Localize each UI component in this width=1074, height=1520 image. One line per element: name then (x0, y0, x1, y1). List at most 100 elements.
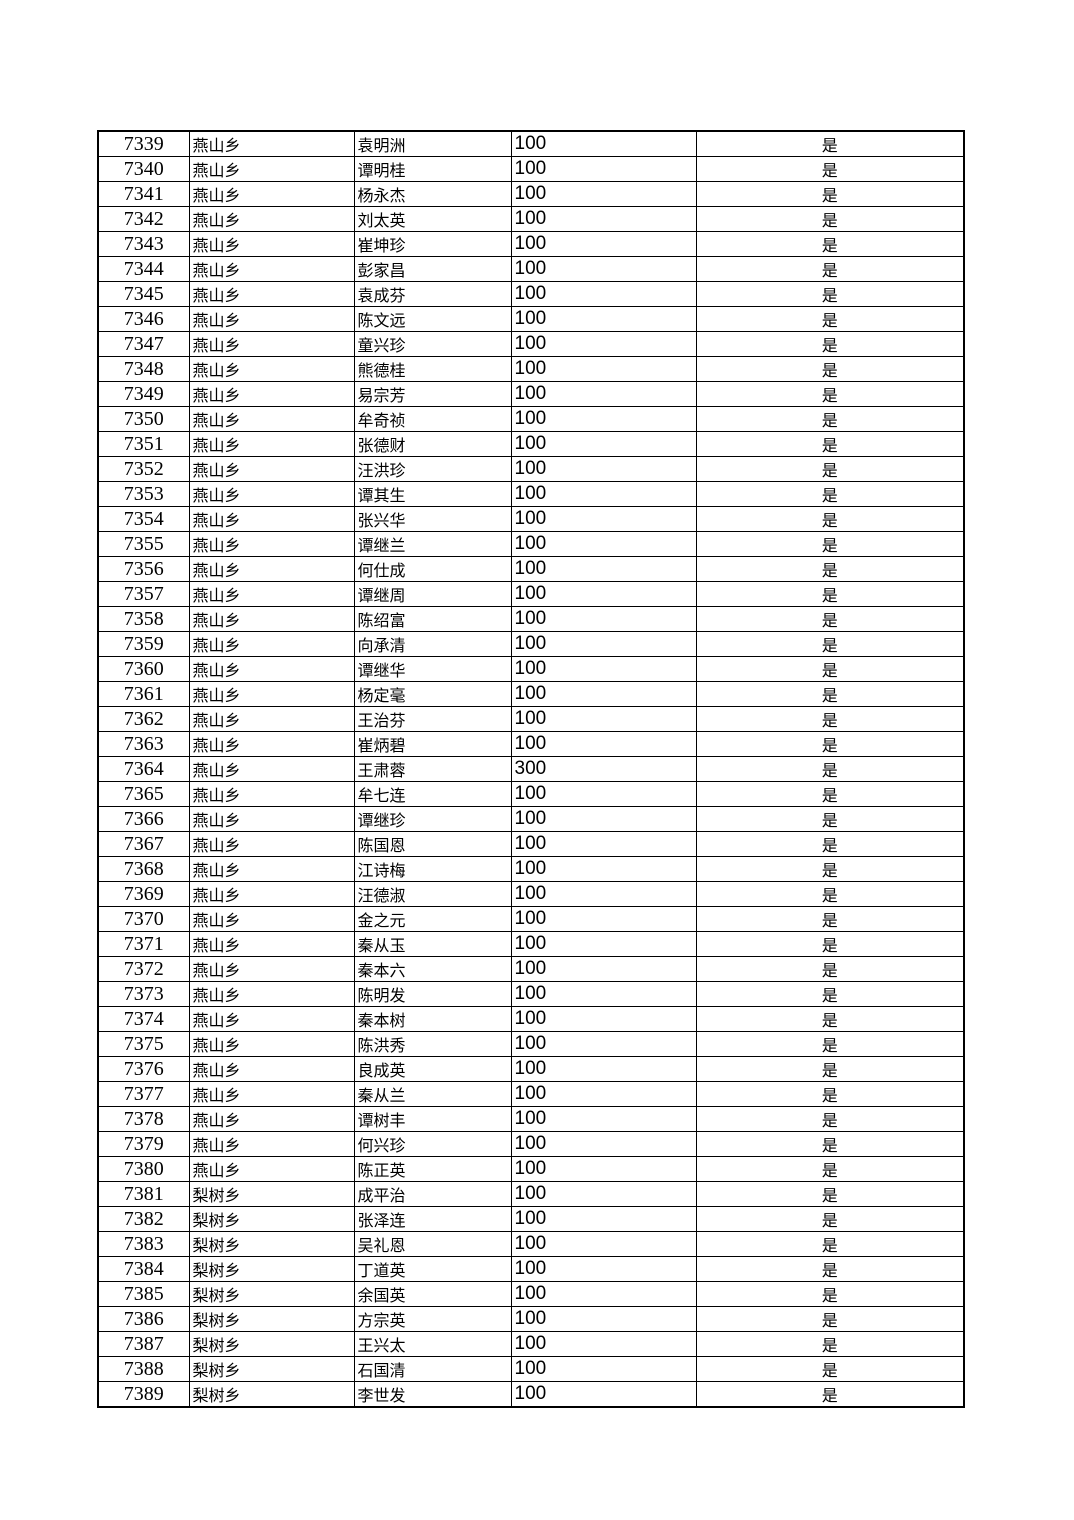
cell-serial-number: 7382 (97, 1206, 190, 1232)
cell-township: 燕山乡 (188, 831, 355, 857)
cell-serial-number: 7369 (97, 881, 190, 907)
cell-amount: 100 (510, 1356, 697, 1382)
cell-serial-number: 7372 (97, 956, 190, 982)
table-row: 7369 燕山乡 汪德淑 100 是 (97, 881, 965, 907)
cell-amount: 100 (510, 656, 697, 682)
cell-confirmed: 是 (695, 1306, 965, 1332)
table-body: 7339 燕山乡 袁明洲 100 是 7340 燕山乡 谭明桂 100 是 7341 燕山乡 杨永杰 10… (97, 130, 965, 1408)
table-row: 7370 燕山乡 金之元 100 是 (97, 906, 965, 932)
cell-township: 燕山乡 (188, 606, 355, 632)
cell-amount: 100 (510, 130, 697, 157)
cell-confirmed: 是 (695, 156, 965, 182)
cell-township: 燕山乡 (188, 956, 355, 982)
cell-confirmed: 是 (695, 481, 965, 507)
cell-amount: 100 (510, 731, 697, 757)
cell-serial-number: 7343 (97, 231, 190, 257)
table-row: 7362 燕山乡 王治芬 100 是 (97, 706, 965, 732)
cell-person-name: 向承清 (353, 631, 512, 657)
cell-amount: 100 (510, 1131, 697, 1157)
cell-amount: 100 (510, 156, 697, 182)
cell-serial-number: 7348 (97, 356, 190, 382)
table-row: 7356 燕山乡 何仕成 100 是 (97, 556, 965, 582)
cell-amount: 100 (510, 406, 697, 432)
cell-confirmed: 是 (695, 681, 965, 707)
cell-township: 燕山乡 (188, 1106, 355, 1132)
cell-serial-number: 7358 (97, 606, 190, 632)
table-row: 7354 燕山乡 张兴华 100 是 (97, 506, 965, 532)
cell-serial-number: 7375 (97, 1031, 190, 1057)
cell-township: 梨树乡 (188, 1181, 355, 1207)
cell-township: 燕山乡 (188, 681, 355, 707)
cell-serial-number: 7376 (97, 1056, 190, 1082)
table-row: 7351 燕山乡 张德财 100 是 (97, 431, 965, 457)
cell-confirmed: 是 (695, 431, 965, 457)
cell-serial-number: 7352 (97, 456, 190, 482)
table-row: 7361 燕山乡 杨定毫 100 是 (97, 681, 965, 707)
cell-confirmed: 是 (695, 656, 965, 682)
cell-person-name: 秦从玉 (353, 931, 512, 957)
cell-person-name: 谭继华 (353, 656, 512, 682)
cell-serial-number: 7374 (97, 1006, 190, 1032)
cell-person-name: 谭继兰 (353, 531, 512, 557)
cell-person-name: 张泽连 (353, 1206, 512, 1232)
cell-person-name: 王肃蓉 (353, 756, 512, 782)
table-row: 7365 燕山乡 牟七连 100 是 (97, 781, 965, 807)
table-row: 7349 燕山乡 易宗芳 100 是 (97, 381, 965, 407)
cell-amount: 100 (510, 606, 697, 632)
cell-serial-number: 7384 (97, 1256, 190, 1282)
table-row: 7379 燕山乡 何兴珍 100 是 (97, 1131, 965, 1157)
cell-amount: 100 (510, 431, 697, 457)
cell-person-name: 牟奇祯 (353, 406, 512, 432)
cell-serial-number: 7342 (97, 206, 190, 232)
cell-township: 梨树乡 (188, 1306, 355, 1332)
cell-township: 燕山乡 (188, 656, 355, 682)
cell-amount: 100 (510, 706, 697, 732)
cell-person-name: 良成英 (353, 1056, 512, 1082)
cell-confirmed: 是 (695, 1331, 965, 1357)
cell-serial-number: 7388 (97, 1356, 190, 1382)
cell-township: 梨树乡 (188, 1356, 355, 1382)
table-row: 7347 燕山乡 童兴珍 100 是 (97, 331, 965, 357)
cell-confirmed: 是 (695, 1106, 965, 1132)
cell-confirmed: 是 (695, 1156, 965, 1182)
cell-amount: 100 (510, 981, 697, 1007)
cell-confirmed: 是 (695, 731, 965, 757)
cell-person-name: 方宗英 (353, 1306, 512, 1332)
cell-serial-number: 7359 (97, 631, 190, 657)
cell-person-name: 秦从兰 (353, 1081, 512, 1107)
cell-confirmed: 是 (695, 456, 965, 482)
cell-serial-number: 7385 (97, 1281, 190, 1307)
cell-amount: 100 (510, 556, 697, 582)
cell-township: 燕山乡 (188, 156, 355, 182)
cell-township: 梨树乡 (188, 1231, 355, 1257)
cell-confirmed: 是 (695, 831, 965, 857)
cell-amount: 100 (510, 1056, 697, 1082)
table-row: 7341 燕山乡 杨永杰 100 是 (97, 181, 965, 207)
cell-amount: 100 (510, 1206, 697, 1232)
cell-township: 梨树乡 (188, 1281, 355, 1307)
cell-township: 燕山乡 (188, 281, 355, 307)
table-row: 7357 燕山乡 谭继周 100 是 (97, 581, 965, 607)
cell-amount: 100 (510, 631, 697, 657)
cell-confirmed: 是 (695, 1081, 965, 1107)
cell-person-name: 陈国恩 (353, 831, 512, 857)
cell-township: 燕山乡 (188, 381, 355, 407)
cell-person-name: 丁道英 (353, 1256, 512, 1282)
cell-township: 燕山乡 (188, 731, 355, 757)
cell-township: 燕山乡 (188, 206, 355, 232)
cell-confirmed: 是 (695, 531, 965, 557)
cell-person-name: 陈文远 (353, 306, 512, 332)
table-row: 7378 燕山乡 谭树丰 100 是 (97, 1106, 965, 1132)
cell-person-name: 陈洪秀 (353, 1031, 512, 1057)
cell-amount: 100 (510, 381, 697, 407)
cell-person-name: 秦本树 (353, 1006, 512, 1032)
table-row: 7381 梨树乡 成平治 100 是 (97, 1181, 965, 1207)
cell-amount: 100 (510, 931, 697, 957)
cell-person-name: 谭树丰 (353, 1106, 512, 1132)
table-row: 7384 梨树乡 丁道英 100 是 (97, 1256, 965, 1282)
cell-confirmed: 是 (695, 931, 965, 957)
roster-table: 7339 燕山乡 袁明洲 100 是 7340 燕山乡 谭明桂 100 是 7341 燕山乡 杨永杰 10… (97, 130, 965, 1408)
table-row: 7382 梨树乡 张泽连 100 是 (97, 1206, 965, 1232)
cell-serial-number: 7373 (97, 981, 190, 1007)
cell-person-name: 张德财 (353, 431, 512, 457)
